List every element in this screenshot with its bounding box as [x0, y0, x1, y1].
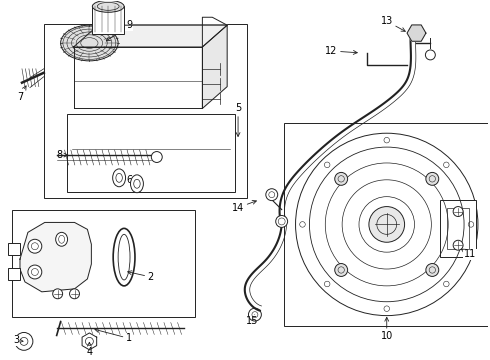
Bar	[92, 6, 124, 34]
Bar	[67, 114, 235, 192]
Ellipse shape	[130, 175, 144, 193]
Polygon shape	[202, 25, 227, 108]
Text: 4: 4	[86, 342, 93, 357]
Circle shape	[426, 264, 439, 276]
Ellipse shape	[113, 228, 135, 286]
Text: 6: 6	[126, 175, 132, 185]
Text: 11: 11	[461, 249, 476, 259]
Circle shape	[369, 207, 405, 242]
Circle shape	[70, 289, 79, 299]
Circle shape	[28, 239, 42, 253]
Text: 3: 3	[13, 336, 23, 345]
Text: 12: 12	[325, 46, 357, 56]
Circle shape	[28, 265, 42, 279]
Circle shape	[151, 152, 162, 162]
Circle shape	[453, 240, 463, 250]
Ellipse shape	[113, 169, 125, 187]
Text: 13: 13	[381, 16, 405, 31]
Bar	[284, 123, 490, 325]
Bar	[8, 268, 20, 280]
Text: 1: 1	[95, 329, 132, 343]
Circle shape	[15, 332, 33, 350]
Text: 15: 15	[246, 315, 258, 325]
Text: 9: 9	[106, 20, 132, 41]
Ellipse shape	[56, 232, 68, 246]
Bar	[12, 210, 196, 316]
Text: 2: 2	[128, 271, 154, 282]
Polygon shape	[82, 333, 97, 350]
Text: 10: 10	[381, 317, 393, 341]
Ellipse shape	[92, 0, 124, 12]
Text: 8: 8	[56, 150, 68, 160]
Bar	[441, 200, 476, 257]
Circle shape	[335, 172, 347, 185]
Bar	[447, 208, 469, 249]
Bar	[44, 24, 247, 198]
Polygon shape	[74, 47, 202, 108]
Circle shape	[335, 264, 347, 276]
Circle shape	[426, 172, 439, 185]
Text: 14: 14	[232, 201, 256, 212]
Polygon shape	[20, 222, 91, 292]
Circle shape	[425, 50, 435, 60]
Circle shape	[266, 189, 278, 201]
Text: 7: 7	[17, 86, 26, 102]
Ellipse shape	[61, 25, 118, 61]
Circle shape	[276, 216, 288, 228]
Polygon shape	[74, 25, 227, 47]
Circle shape	[453, 207, 463, 216]
Circle shape	[53, 289, 63, 299]
Text: 5: 5	[235, 103, 241, 136]
Circle shape	[295, 133, 478, 316]
Bar	[8, 243, 20, 255]
Polygon shape	[407, 25, 426, 41]
